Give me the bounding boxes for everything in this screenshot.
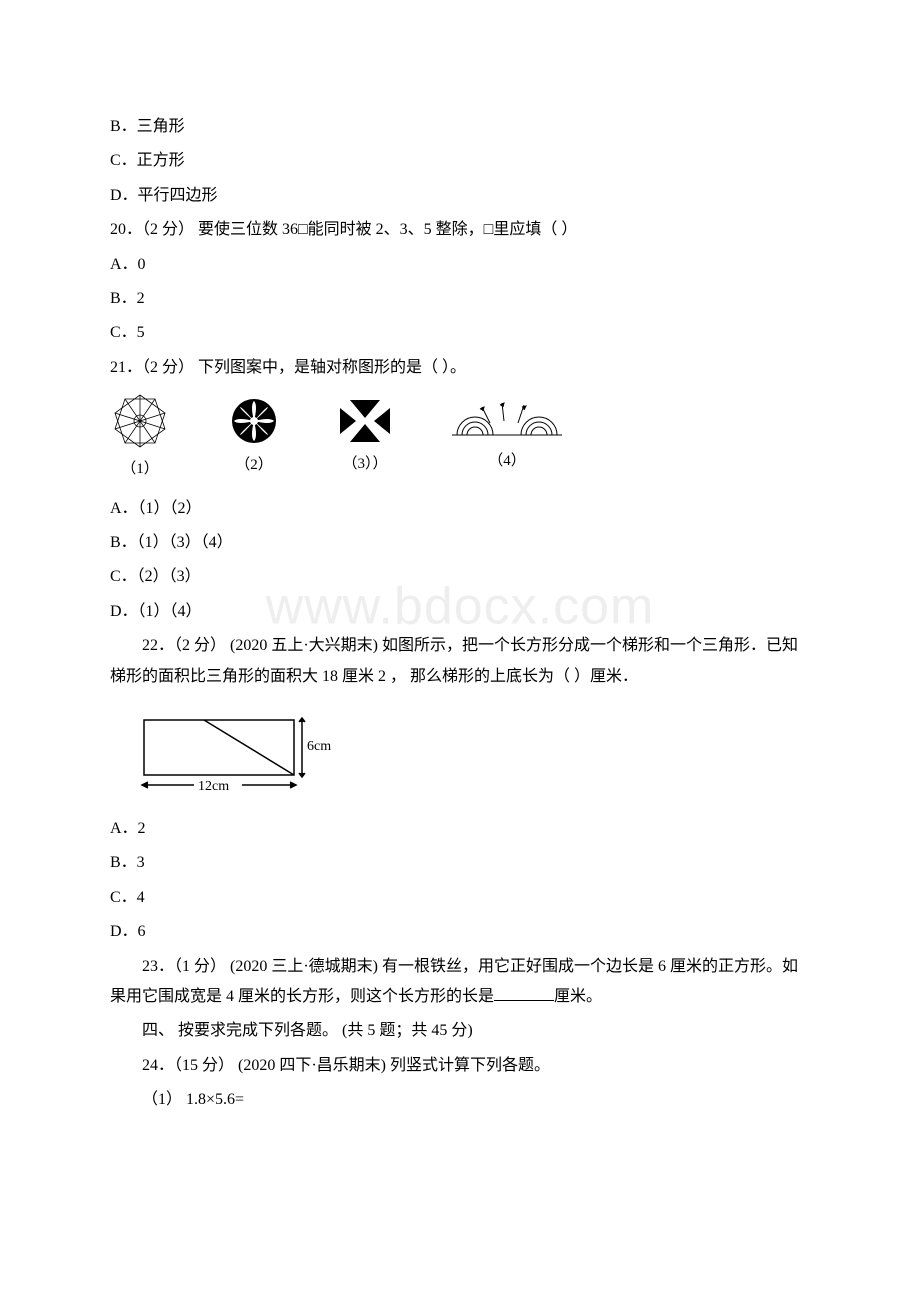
height-label: 6cm: [307, 739, 331, 754]
q21-stem: 21．（2 分） 下列图案中，是轴对称图形的是（ ）。: [110, 351, 810, 385]
base-label: 12cm: [198, 779, 229, 794]
star-pattern-icon: [110, 393, 170, 449]
q21-fig4: （4）: [452, 401, 562, 476]
q22-figure: 6cm 12cm: [110, 694, 810, 812]
q22-a: A．2: [110, 812, 810, 846]
q23-stem-b: 厘米。: [554, 988, 602, 1005]
q22-stem: 22．（2 分） (2020 五上·大兴期末) 如图所示，把一个长方形分成一个梯…: [110, 629, 810, 694]
option-d: D．平行四边形: [110, 179, 810, 213]
q20-c: C．5: [110, 316, 810, 350]
option-c: C．正方形: [110, 144, 810, 178]
q21-fig1-caption: （1）: [121, 455, 159, 484]
q21-a: A．（1）（2）: [110, 492, 810, 526]
q20-a: A．0: [110, 248, 810, 282]
q21-fig1: （1）: [110, 393, 170, 484]
q23-stem-a: 23．（1 分） (2020 三上·德城期末) 有一根铁丝，用它正好围成一个边长…: [110, 958, 798, 1005]
q24-sub1: （1） 1.8×5.6=: [110, 1083, 810, 1117]
q21-fig2-caption: （2）: [235, 451, 273, 480]
section4-heading: 四、 按要求完成下列各题。 (共 5 题；共 45 分): [110, 1014, 810, 1048]
q24-stem: 24．（15 分） (2020 四下·昌乐期末) 列竖式计算下列各题。: [110, 1049, 810, 1083]
q21-b: B．（1）（3）（4）: [110, 526, 810, 560]
flower-icon: [230, 397, 278, 445]
q22-b: B．3: [110, 846, 810, 880]
arcs-icon: [452, 401, 562, 441]
q20-stem: 20．（2 分） 要使三位数 36□能同时被 2、3、5 整除，□里应填（ ）: [110, 213, 810, 247]
q21-figures: （1） （2）: [110, 385, 810, 492]
q21-fig3-caption: （3））: [342, 450, 387, 479]
q21-fig4-caption: （4）: [488, 447, 526, 476]
q21-c: C．（2）（3）: [110, 560, 810, 594]
q21-fig2: （2）: [230, 397, 278, 480]
q22-d: D．6: [110, 915, 810, 949]
hourglass-icon: [338, 398, 392, 444]
q21-d: D．（1）（4）: [110, 595, 810, 629]
option-b: B．三角形: [110, 110, 810, 144]
q22-c: C．4: [110, 881, 810, 915]
q21-fig3: （3））: [338, 398, 392, 479]
fill-blank: [494, 984, 554, 1001]
q20-b: B．2: [110, 282, 810, 316]
q23-stem: 23．（1 分） (2020 三上·德城期末) 有一根铁丝，用它正好围成一个边长…: [110, 950, 810, 1015]
